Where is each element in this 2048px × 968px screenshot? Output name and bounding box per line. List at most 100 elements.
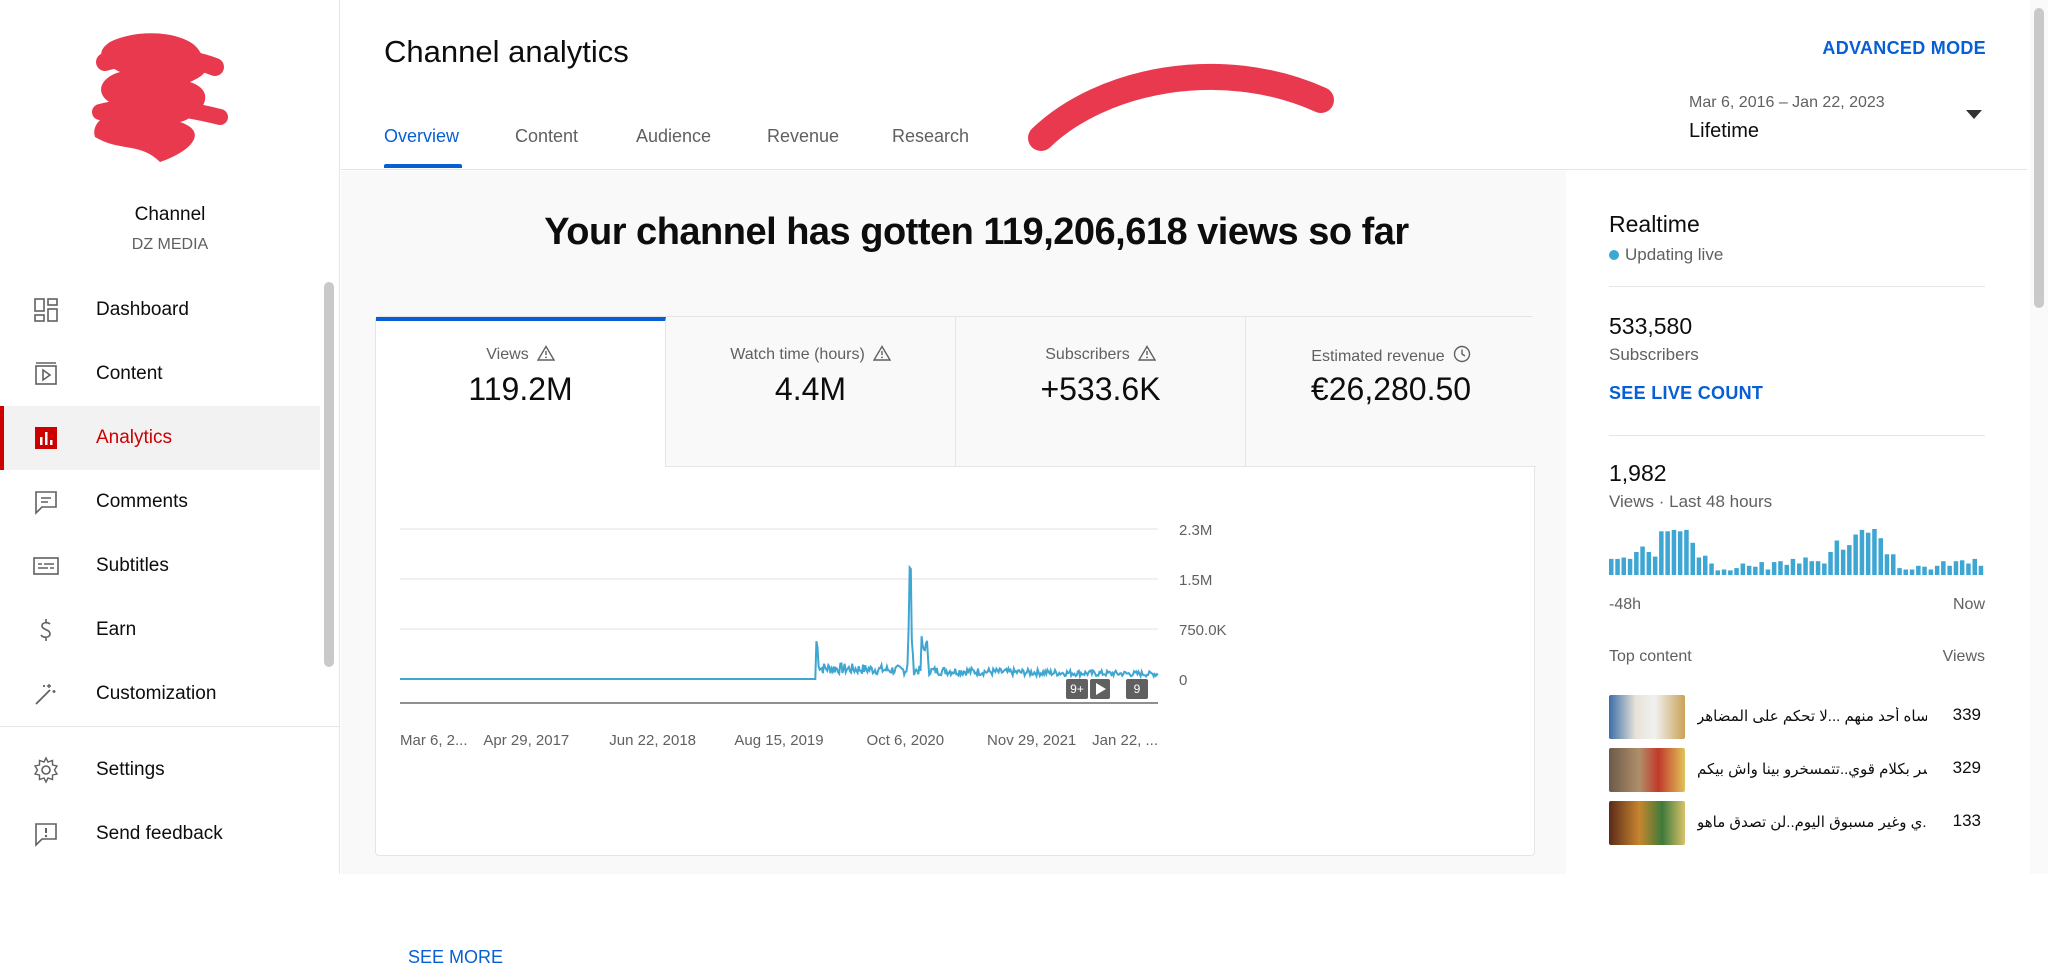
tab-overview[interactable]: Overview — [384, 126, 460, 146]
realtime-bar[interactable] — [1671, 529, 1677, 575]
realtime-bar[interactable] — [1784, 564, 1790, 575]
top-content-row[interactable]: ي وغير مسبوق اليوم..لن تصدق ماهو... 133 — [1609, 801, 1985, 845]
chevron-down-icon[interactable] — [1966, 110, 1982, 119]
realtime-bar[interactable] — [1865, 532, 1871, 575]
realtime-bar[interactable] — [1790, 558, 1796, 575]
realtime-bar[interactable] — [1753, 566, 1758, 575]
realtime-bar[interactable] — [1703, 555, 1708, 575]
tab-content[interactable]: Content — [515, 126, 579, 146]
realtime-bar[interactable] — [1947, 565, 1952, 575]
realtime-bar[interactable] — [1828, 552, 1833, 575]
realtime-bar[interactable] — [1803, 557, 1808, 576]
metric-tab-views[interactable]: Views 119.2M — [376, 317, 666, 467]
realtime-bar[interactable] — [1771, 562, 1777, 575]
realtime-bar[interactable] — [1872, 529, 1877, 575]
realtime-bar[interactable] — [1978, 565, 1984, 575]
realtime-bar[interactable] — [1966, 563, 1971, 576]
realtime-bar[interactable] — [1765, 569, 1771, 576]
realtime-bar[interactable] — [1609, 558, 1614, 575]
realtime-bar[interactable] — [1922, 566, 1927, 575]
realtime-bar[interactable] — [1640, 546, 1645, 576]
sidebar-item-subtitles[interactable]: Subtitles — [0, 534, 320, 598]
realtime-bar[interactable] — [1840, 549, 1846, 575]
realtime-bar[interactable] — [1822, 563, 1827, 576]
sidebar-item-analytics[interactable]: Analytics — [0, 406, 320, 470]
realtime-bar[interactable] — [1859, 529, 1865, 575]
realtime-bar[interactable] — [1646, 552, 1652, 575]
realtime-bar[interactable] — [1659, 531, 1664, 575]
realtime-bar[interactable] — [1615, 558, 1620, 575]
date-range-text[interactable]: Mar 6, 2016 – Jan 22, 2023 — [1689, 94, 1885, 111]
top-content-row[interactable]: نساه أحد منهم ...لا تحكم على المضاهر... … — [1609, 695, 1985, 739]
date-period-select[interactable]: Lifetime — [1689, 120, 1760, 142]
top-content-row[interactable]: شر بكلام قوي..تتمسخرو بينا واش بيكم... 3… — [1609, 748, 1985, 792]
realtime-bar[interactable] — [1884, 554, 1890, 575]
chart-grid — [400, 528, 1158, 630]
metric-tab-estimated-revenue[interactable]: Estimated revenue €26,280.50 — [1246, 317, 1536, 467]
sidebar-item-content[interactable]: Content — [0, 342, 320, 406]
realtime-bar[interactable] — [1909, 569, 1915, 576]
page-scrollbar[interactable] — [2034, 8, 2044, 308]
marker-badge-cluster[interactable]: 9+ — [1066, 679, 1110, 699]
advanced-mode-button[interactable]: ADVANCED MODE — [1822, 38, 1986, 58]
realtime-bar[interactable] — [1834, 540, 1840, 576]
realtime-bar[interactable] — [1652, 556, 1658, 575]
realtime-bar[interactable] — [1740, 563, 1746, 576]
realtime-bar[interactable] — [1897, 568, 1902, 575]
realtime-bar[interactable] — [1903, 569, 1909, 576]
realtime-bar[interactable] — [1972, 558, 1978, 575]
content-icon — [35, 362, 57, 385]
realtime-bar[interactable] — [1809, 561, 1815, 575]
realtime-bar[interactable] — [1734, 568, 1739, 575]
views-line-chart[interactable]: 2.3M 1.5M 750.0K 0 Mar 6, 2... Apr 29, 2017 J… — [376, 467, 1534, 767]
metric-tab-subscribers[interactable]: Subscribers +533.6K — [956, 317, 1246, 467]
sidebar-item-earn[interactable]: Earn — [0, 598, 320, 662]
realtime-bar[interactable] — [1928, 569, 1934, 576]
realtime-bar[interactable] — [1959, 560, 1965, 575]
metric-tab-watch-time[interactable]: Watch time (hours) 4.4M — [666, 317, 956, 467]
realtime-bar[interactable] — [1715, 570, 1721, 575]
realtime-bar[interactable] — [1759, 562, 1764, 575]
sidebar-item-send-feedback[interactable]: Send feedback — [0, 802, 320, 866]
realtime-bar[interactable] — [1677, 531, 1683, 575]
sidebar-item-customization[interactable]: Customization — [0, 662, 320, 726]
realtime-bar[interactable] — [1627, 558, 1633, 575]
y-tick-label: 0 — [1179, 672, 1187, 689]
sidebar-item-comments[interactable]: Comments — [0, 470, 320, 534]
realtime-bar[interactable] — [1709, 563, 1714, 576]
realtime-bar[interactable] — [1891, 554, 1896, 575]
realtime-bar[interactable] — [1778, 561, 1783, 575]
realtime-bar[interactable] — [1934, 565, 1940, 575]
realtime-bar[interactable] — [1853, 534, 1858, 576]
see-more-link[interactable]: SEE MORE — [408, 947, 504, 967]
metric-value: €26,280.50 — [1310, 371, 1472, 407]
channel-avatar-redacted[interactable] — [80, 22, 260, 172]
realtime-bar[interactable] — [1690, 542, 1696, 575]
realtime-bar[interactable] — [1797, 563, 1802, 576]
sidebar-scrollbar[interactable] — [324, 282, 334, 667]
realtime-bar[interactable] — [1941, 561, 1946, 575]
tab-research[interactable]: Research — [892, 126, 970, 146]
realtime-bar[interactable] — [1665, 531, 1670, 575]
tab-audience[interactable]: Audience — [636, 126, 712, 146]
realtime-bar[interactable] — [1916, 565, 1921, 575]
realtime-bar[interactable] — [1621, 557, 1627, 576]
marker-badge-single[interactable]: 9 — [1126, 679, 1148, 699]
sidebar-item-settings[interactable]: Settings — [0, 738, 320, 802]
realtime-bar[interactable] — [1847, 545, 1852, 575]
realtime-bar[interactable] — [1721, 569, 1727, 576]
dashboard-icon — [34, 298, 58, 322]
realtime-bar[interactable] — [1634, 552, 1639, 575]
realtime-bar[interactable] — [1746, 565, 1752, 575]
realtime-bar[interactable] — [1878, 538, 1884, 575]
realtime-bar[interactable] — [1953, 561, 1959, 575]
series-line-views[interactable] — [400, 564, 1159, 680]
realtime-bar[interactable] — [1815, 561, 1821, 575]
realtime-bar[interactable] — [1684, 529, 1689, 575]
see-live-count-link[interactable]: SEE LIVE COUNT — [1609, 383, 1764, 403]
realtime-bar[interactable] — [1696, 557, 1702, 576]
tab-revenue[interactable]: Revenue — [767, 126, 840, 146]
realtime-bar[interactable] — [1728, 570, 1733, 575]
sidebar-item-dashboard[interactable]: Dashboard — [0, 278, 320, 342]
realtime-bar-chart[interactable] — [1609, 529, 1985, 579]
